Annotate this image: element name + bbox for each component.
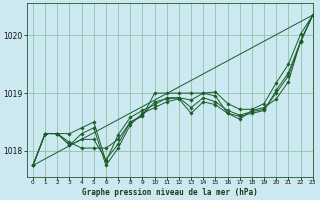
X-axis label: Graphe pression niveau de la mer (hPa): Graphe pression niveau de la mer (hPa)	[82, 188, 258, 197]
